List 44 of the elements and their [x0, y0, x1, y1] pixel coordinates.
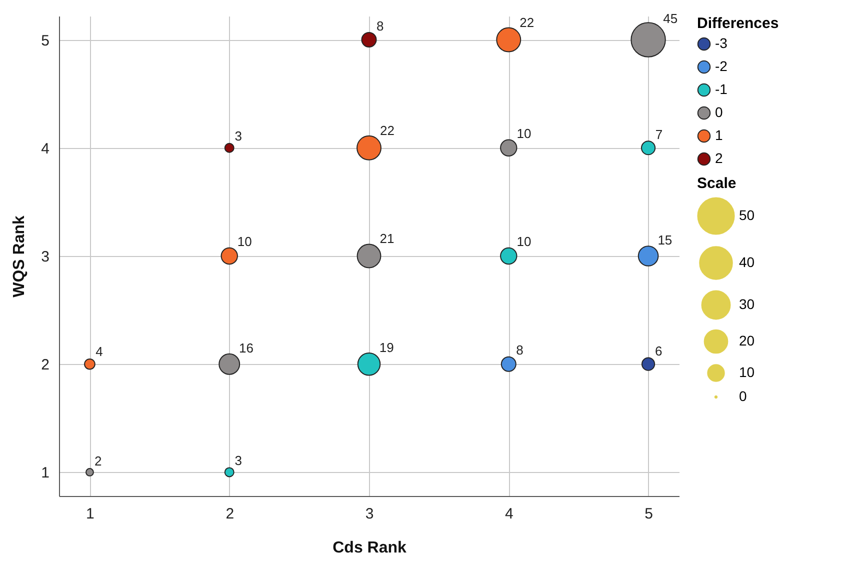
legend-label: -3	[715, 35, 728, 51]
legend-label: 10	[739, 364, 755, 380]
data-label: 3	[234, 128, 242, 144]
legend-label: 40	[739, 254, 755, 270]
legend-label: 1	[715, 127, 723, 143]
x-tick-label: 2	[226, 506, 234, 522]
y-tick-label: 2	[41, 356, 50, 374]
legend-label: 0	[739, 388, 747, 404]
data-label: 10	[516, 126, 532, 141]
data-label: 22	[520, 14, 534, 30]
legend-label: 30	[739, 296, 755, 312]
legend-label: 20	[739, 332, 755, 348]
y-tick-label: 4	[41, 140, 50, 158]
data-label: 4	[96, 344, 103, 360]
data-label: 8	[516, 342, 524, 358]
data-label: 10	[516, 234, 532, 249]
legend-label: 0	[715, 104, 723, 120]
data-label: 22	[380, 122, 394, 138]
y-tick-label: 5	[41, 32, 50, 50]
x-axis-title: Cds Rank	[332, 540, 406, 556]
data-label: 45	[663, 10, 678, 26]
x-tick-label: 5	[644, 506, 653, 522]
x-tick-label: 4	[504, 506, 514, 522]
legend-title: Differences	[697, 15, 779, 32]
x-tick-label: 3	[365, 506, 374, 522]
data-label: 15	[658, 232, 672, 248]
legend-label: 2	[715, 150, 723, 166]
data-label: 8	[376, 18, 384, 34]
legend-label: 50	[739, 207, 755, 223]
data-label: 19	[379, 340, 394, 355]
text: Scale	[697, 175, 736, 192]
data-label: 21	[380, 231, 394, 246]
data-label: 2	[94, 453, 102, 468]
y-tick-label: 3	[41, 248, 50, 266]
y-tick-label: 1	[41, 464, 50, 482]
data-label: 6	[655, 343, 662, 358]
legend-label: -2	[715, 58, 728, 74]
y-axis-title: WQS Rank	[11, 216, 28, 298]
data-label: 3	[234, 452, 242, 468]
data-label: 10	[237, 234, 252, 249]
data-label: 16	[239, 340, 254, 356]
legend-label: -1	[715, 81, 728, 97]
x-tick-label: 1	[86, 506, 94, 522]
data-label: 7	[655, 126, 663, 142]
